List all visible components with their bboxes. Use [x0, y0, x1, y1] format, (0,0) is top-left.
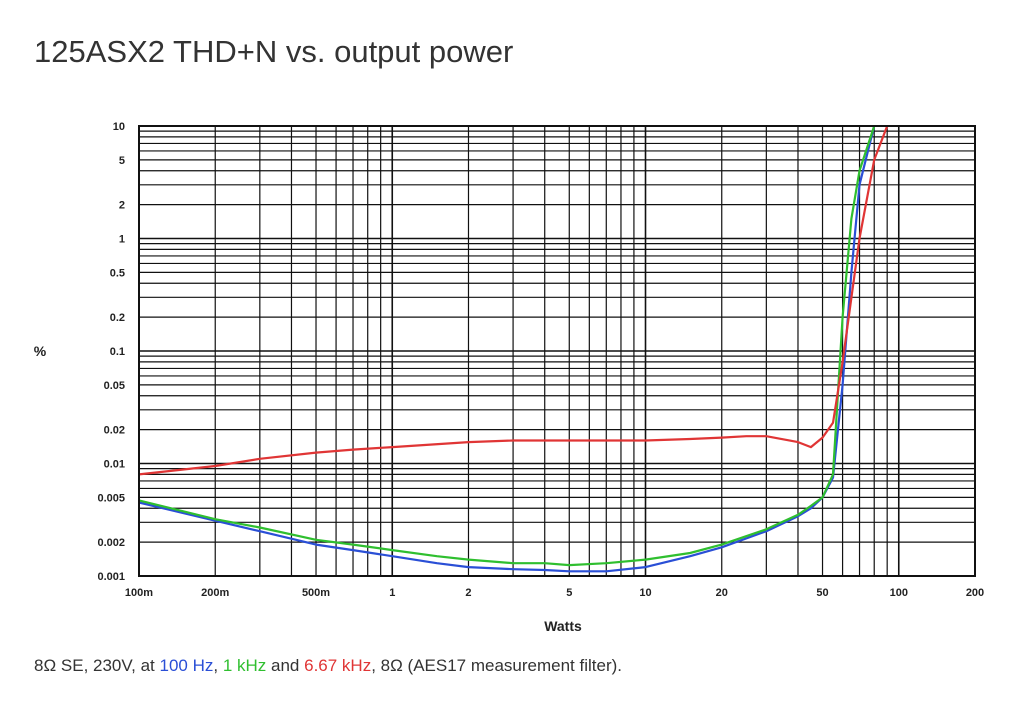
x-tick-label: 200 [966, 587, 984, 599]
y-tick-label: 0.002 [97, 537, 125, 549]
y-tick-label: 2 [119, 200, 125, 212]
x-tick-label: 5 [566, 587, 572, 599]
x-tick-label: 10 [639, 587, 651, 599]
x-tick-label: 1 [389, 587, 395, 599]
chart-series [138, 125, 889, 573]
x-tick-label: 50 [816, 587, 828, 599]
series-line-0 [138, 125, 876, 573]
y-tick-label: 0.5 [110, 267, 125, 279]
y-tick-label: 0.1 [110, 346, 125, 358]
y-tick-label: 0.2 [110, 312, 125, 324]
x-tick-label: 20 [716, 587, 728, 599]
series-line-2 [138, 125, 889, 476]
y-tick-label: 0.01 [104, 459, 125, 471]
caption-sep-2: and [266, 656, 305, 675]
caption-sep-1: , [213, 656, 223, 675]
y-tick-label: 0.02 [104, 425, 125, 437]
x-tick-label: 100m [125, 587, 153, 599]
y-tick-labels: 10 5 2 1 0.5 0.2 0.1 0.05 0.02 0.01 0.005 0.002 0.00… [97, 121, 125, 583]
caption-suffix: , 8Ω (AES17 measurement filter). [371, 656, 623, 675]
y-tick-label: 0.005 [97, 492, 125, 504]
x-tick-label: 200m [201, 587, 229, 599]
y-axis-label: % [34, 343, 47, 359]
chart-grid [138, 125, 976, 577]
x-tick-label: 100 [890, 587, 908, 599]
chart-caption: 8Ω SE, 230V, at 100 Hz, 1 kHz and 6.67 k… [34, 656, 622, 676]
y-tick-label: 1 [119, 234, 125, 246]
caption-prefix: 8Ω SE, 230V, at [34, 656, 160, 675]
x-tick-label: 2 [465, 587, 471, 599]
caption-1khz: 1 kHz [222, 656, 267, 675]
chart-title: 125ASX2 THD+N vs. output power [34, 34, 514, 69]
plot-frame [138, 125, 976, 577]
y-tick-label: 0.001 [97, 571, 125, 583]
series-line-1 [138, 125, 876, 567]
x-tick-label: 500m [302, 587, 330, 599]
x-tick-labels: 100m 200m 500m 1 2 5 10 20 50 100 200 [125, 587, 984, 599]
x-axis-label: Watts [544, 618, 582, 634]
y-tick-label: 5 [119, 155, 125, 167]
y-tick-label: 0.05 [104, 380, 125, 392]
caption-6-67khz: 6.67 kHz [304, 656, 372, 675]
y-tick-label: 10 [113, 121, 125, 133]
thd-chart: 100m 200m 500m 1 2 5 10 20 50 100 200 10 5 2 1 0.5 0.2 0… [34, 121, 984, 634]
caption-100hz: 100 Hz [159, 656, 214, 675]
